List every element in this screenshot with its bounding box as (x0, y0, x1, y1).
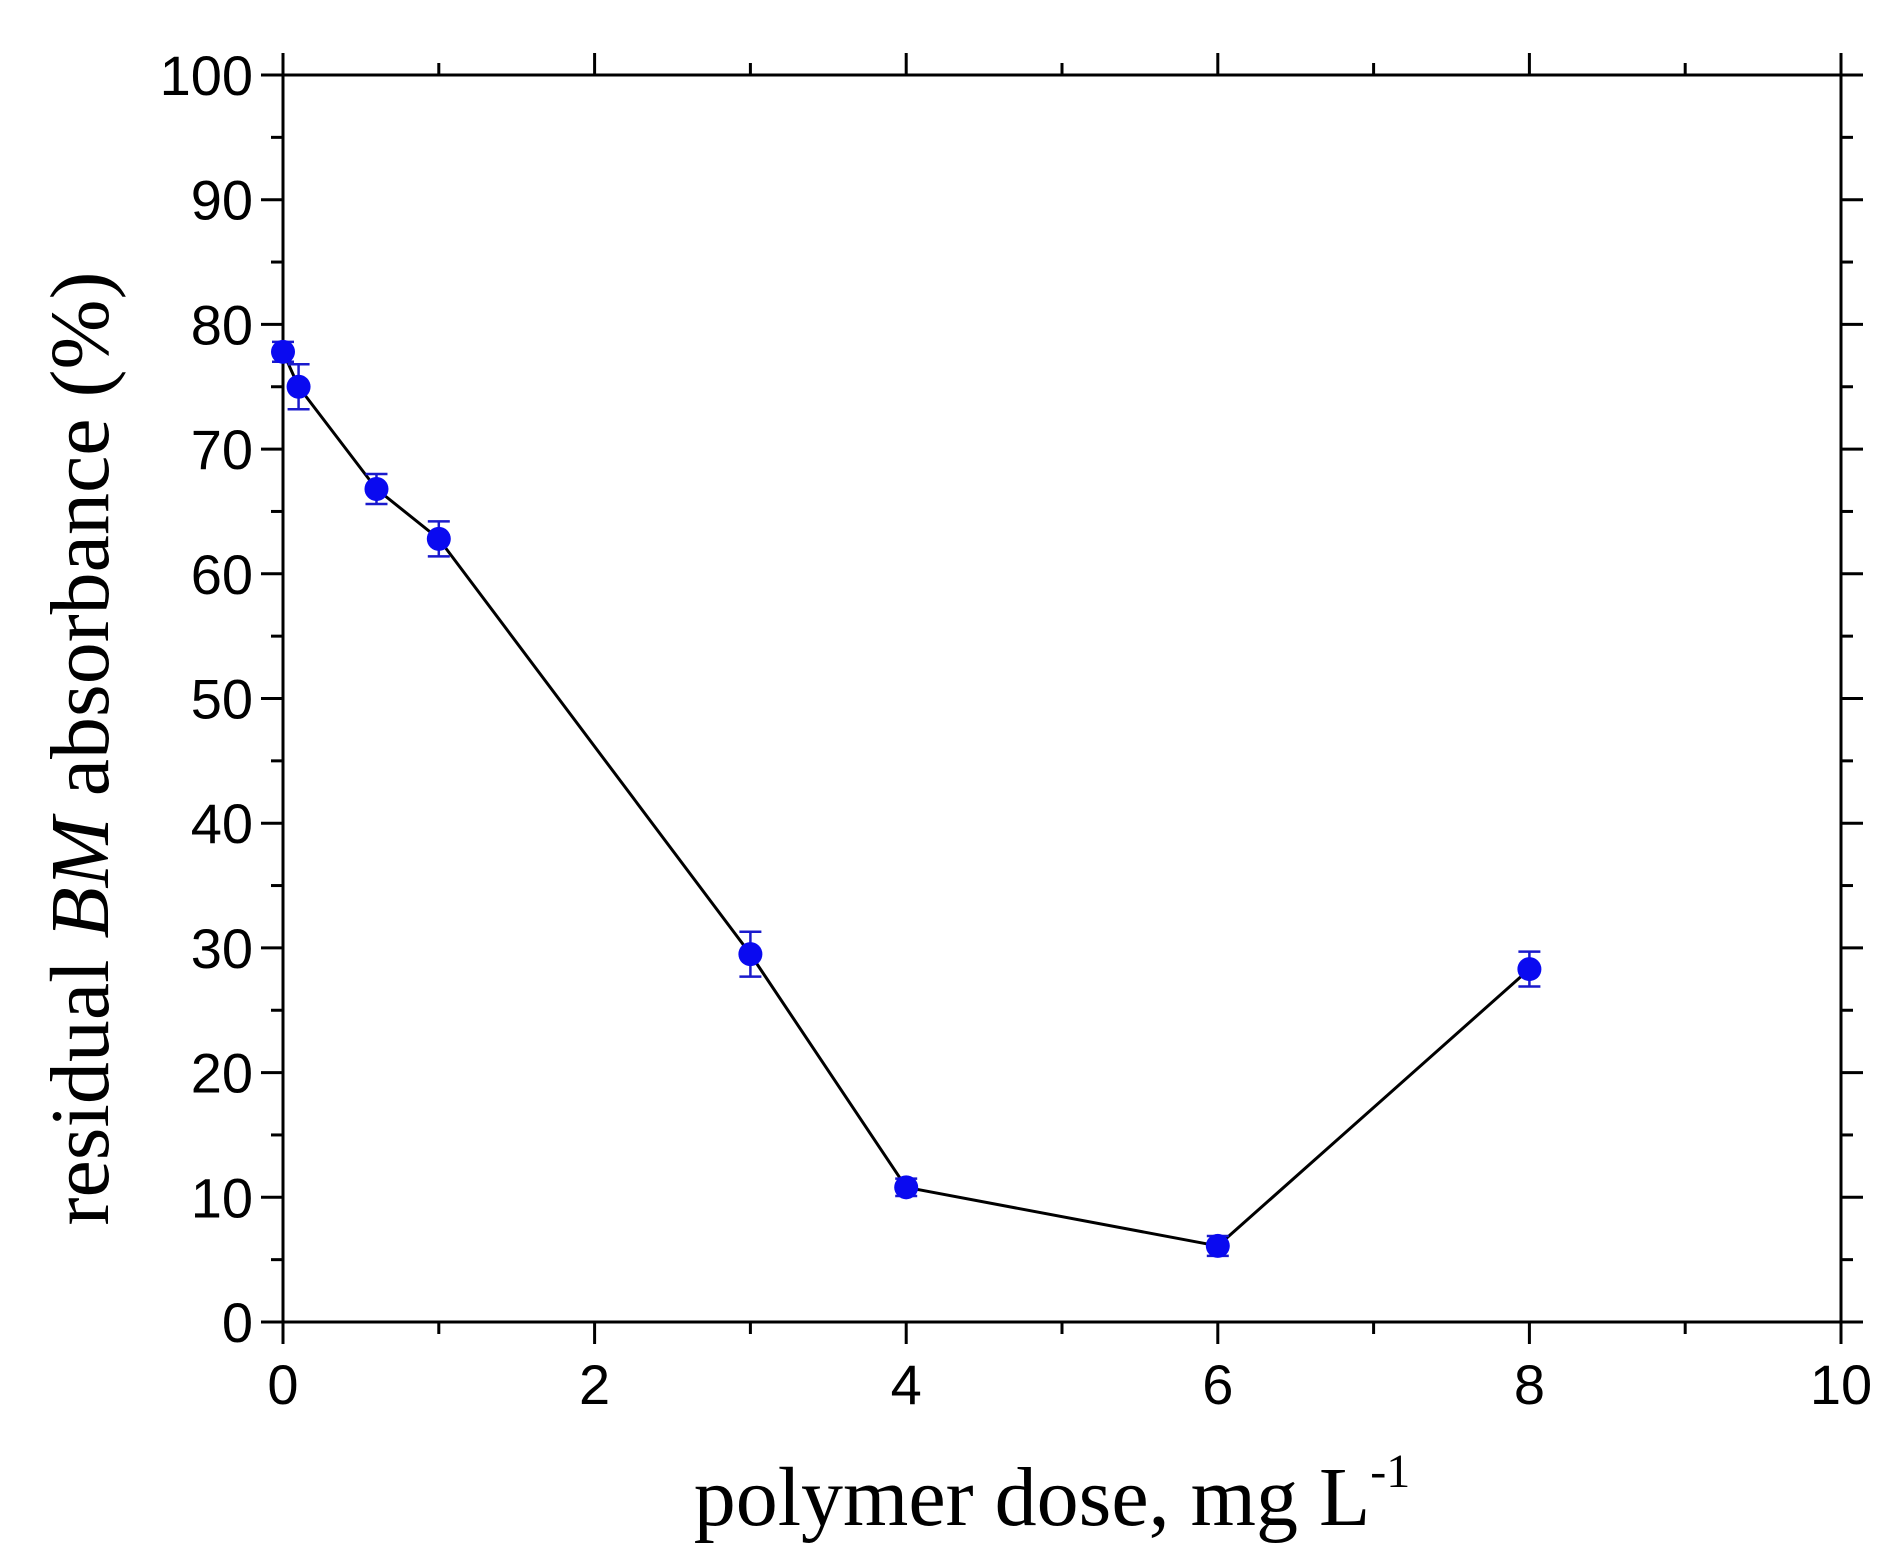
plot-frame (281, 73, 1843, 1324)
y-axis-label: residual BM absorbance (%) (34, 272, 127, 1226)
y-tick-label: 80 (191, 293, 253, 356)
y-tick-label: 70 (191, 418, 253, 481)
x-tick-label: 6 (1202, 1353, 1233, 1416)
y-tick-label: 0 (222, 1291, 253, 1354)
axis-ticks (261, 53, 1863, 1344)
y-tick-label: 40 (191, 792, 253, 855)
y-tick-label: 50 (191, 668, 253, 731)
data-point (364, 477, 389, 502)
series-line (281, 351, 1531, 1248)
y-axis-label-suffix: absorbance (%) (34, 272, 127, 818)
y-axis-label-italic: BM (34, 813, 127, 938)
data-point (286, 374, 311, 399)
data-point (894, 1175, 919, 1200)
y-axis-label-prefix: residual (34, 939, 127, 1226)
y-tick-label: 90 (191, 169, 253, 232)
y-tick-label: 60 (191, 543, 253, 606)
x-tick-label: 4 (891, 1353, 922, 1416)
y-tick-label: 20 (191, 1042, 253, 1105)
x-tick-label: 0 (267, 1353, 298, 1416)
data-point (1205, 1233, 1230, 1258)
x-axis-label-main: polymer dose, mg L (694, 1451, 1371, 1544)
data-point (271, 339, 295, 364)
x-tick-label: 10 (1810, 1353, 1872, 1416)
data-point (426, 526, 451, 551)
plot-frame-rect (281, 73, 1843, 1324)
x-tick-label: 2 (579, 1353, 610, 1416)
x-tick-label: 8 (1514, 1353, 1545, 1416)
x-axis-label: polymer dose, mg L-1 (694, 1445, 1411, 1544)
y-tick-label: 10 (191, 1166, 253, 1229)
data-point (1517, 957, 1542, 982)
y-tick-label: 100 (160, 44, 253, 107)
y-tick-label: 30 (191, 917, 253, 980)
x-axis-label-superscript: -1 (1370, 1445, 1410, 1498)
data-series (271, 339, 1542, 1258)
data-point (738, 942, 763, 967)
